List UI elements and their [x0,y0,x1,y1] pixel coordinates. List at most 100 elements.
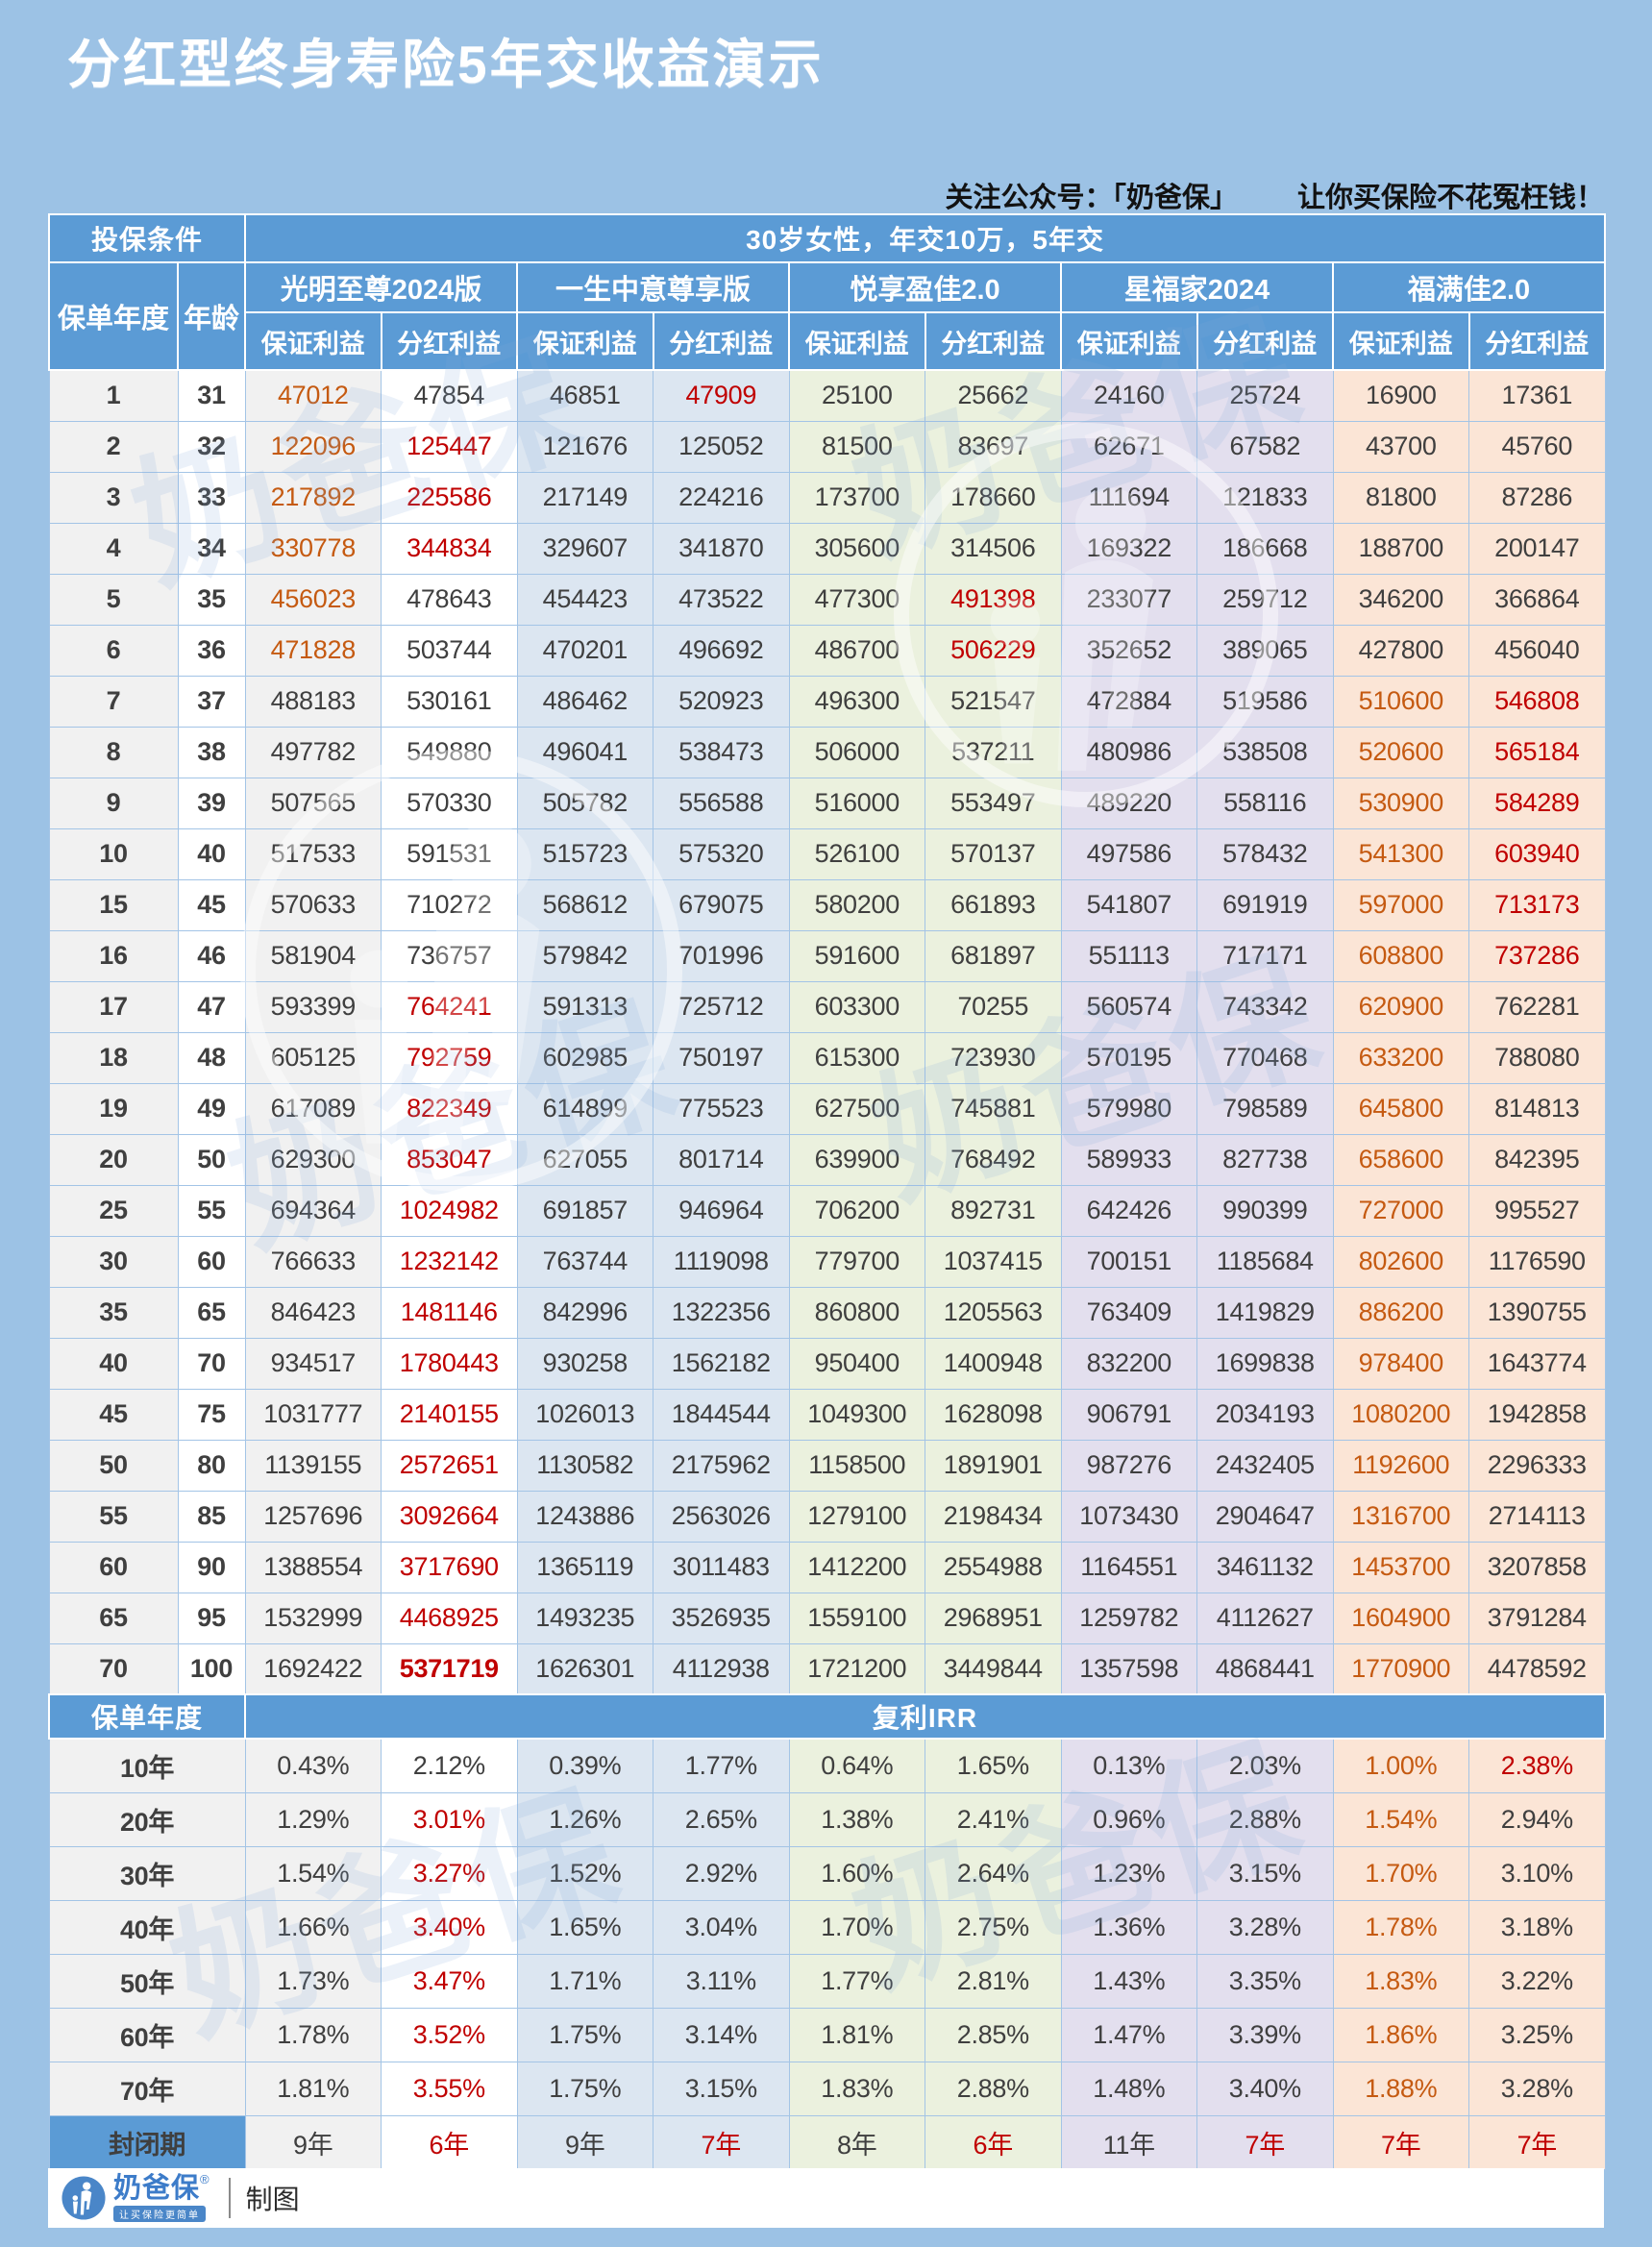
value-cell: 1365119 [516,1541,654,1593]
value-cell: 341870 [653,522,790,575]
age-cell: 39 [177,777,246,829]
product-header: 一生中意尊享版 [516,261,791,313]
value-cell: 762281 [1468,980,1606,1033]
value-cell: 1119098 [653,1235,790,1288]
irr-value-cell: 3.01% [381,1791,518,1847]
value-cell: 1559100 [788,1592,926,1644]
table-row: 40 70 934517 1780443 930258 1562182 950400 1400… [48,1337,1606,1390]
value-cell: 46851 [516,369,654,422]
policy-year-cell: 20 [48,1133,179,1186]
follow-note: 关注公众号：「奶爸保」 让你买保险不花冤枉钱！ [945,175,1604,215]
value-cell: 750197 [653,1031,790,1084]
value-cell: 700151 [1060,1235,1198,1288]
irr-value-cell: 1.38% [788,1791,926,1847]
value-cell: 1316700 [1332,1490,1470,1543]
benefit-table: 投保条件 30岁女性，年交10万，5年交 保单年度 年龄 光明至尊2024版 一生… [47,213,1607,2170]
value-cell: 24160 [1060,369,1198,422]
irr-value-cell: 2.12% [381,1738,518,1793]
value-cell: 615300 [788,1031,926,1084]
irr-value-cell: 1.86% [1332,2007,1470,2062]
value-cell: 1031777 [244,1388,382,1441]
value-cell: 2554988 [925,1541,1062,1593]
value-cell: 560574 [1060,980,1198,1033]
irr-value-cell: 0.39% [516,1738,654,1793]
table-row: 3 33 217892 225586 217149 224216 173700 178660 1… [48,471,1606,524]
value-cell: 517533 [244,827,382,880]
irr-year-cell: 60年 [48,2007,246,2062]
irr-value-cell: 3.11% [653,1953,790,2009]
value-cell: 1770900 [1332,1642,1470,1695]
table-row: 18 48 605125 792759 602985 750197 615300 723930… [48,1031,1606,1084]
follow-note-prefix: 关注公众号：「奶爸保」 [945,183,1238,213]
value-cell: 4112938 [653,1642,790,1695]
irr-year-cell: 30年 [48,1845,246,1901]
value-cell: 456040 [1468,624,1606,677]
value-cell: 486700 [788,624,926,677]
policy-year-cell: 7 [48,675,179,728]
value-cell: 1279100 [788,1490,926,1543]
value-cell: 520923 [653,675,790,728]
policy-year-cell: 65 [48,1592,179,1644]
value-cell: 620900 [1332,980,1470,1033]
sub-header: 保证利益 [788,311,926,371]
value-cell: 16900 [1332,369,1470,422]
irr-value-cell: 1.60% [788,1845,926,1901]
value-cell: 717171 [1196,929,1334,982]
value-cell: 200147 [1468,522,1606,575]
irr-value-cell: 3.47% [381,1953,518,2009]
irr-year-cell: 70年 [48,2061,246,2116]
irr-row: 10年 0.43% 2.12% 0.39% 1.77% 0.64% 1.65% 0.13% 2.… [48,1738,1606,1793]
value-cell: 723930 [925,1031,1062,1084]
irr-value-cell: 1.23% [1060,1845,1198,1901]
value-cell: 1205563 [925,1286,1062,1339]
value-cell: 2572651 [381,1439,518,1492]
policy-year-cell: 2 [48,420,179,473]
value-cell: 2140155 [381,1388,518,1441]
closed-period-row: 封闭期 9年 6年 9年 7年 8年 6年 11年 7年 7年 7年 [48,2114,1606,2170]
table-row: 8 38 497782 549880 496041 538473 506000 537211 4… [48,726,1606,778]
brand-block: 奶爸保 ® 让买保险更简单 [113,2171,210,2222]
value-cell: 506000 [788,726,926,778]
value-cell: 1357598 [1060,1642,1198,1695]
irr-value-cell: 3.39% [1196,2007,1334,2062]
value-cell: 1037415 [925,1235,1062,1288]
value-cell: 763744 [516,1235,654,1288]
value-cell: 801714 [653,1133,790,1186]
value-cell: 188700 [1332,522,1470,575]
irr-value-cell: 1.26% [516,1791,654,1847]
value-cell: 822349 [381,1082,518,1135]
closed-period-value: 8年 [788,2114,926,2170]
age-cell: 100 [177,1642,246,1695]
value-cell: 1481146 [381,1286,518,1339]
value-cell: 225586 [381,471,518,524]
page-title: 分红型终身寿险5年交收益演示 [67,35,825,94]
value-cell: 1243886 [516,1490,654,1543]
footer: 奶爸保 ® 让买保险更简单 制图 [48,2168,1604,2228]
irr-value-cell: 2.41% [925,1791,1062,1847]
value-cell: 4468925 [381,1592,518,1644]
value-cell: 538473 [653,726,790,778]
value-cell: 427800 [1332,624,1470,677]
value-cell: 2296333 [1468,1439,1606,1492]
irr-year-cell: 50年 [48,1953,246,2009]
closed-period-value: 11年 [1060,2114,1198,2170]
value-cell: 45760 [1468,420,1606,473]
value-cell: 661893 [925,878,1062,931]
value-cell: 3449844 [925,1642,1062,1695]
value-cell: 1158500 [788,1439,926,1492]
closed-period-value: 7年 [1332,2114,1470,2170]
policy-year-cell: 10 [48,827,179,880]
policy-year-cell: 16 [48,929,179,982]
irr-value-cell: 1.65% [925,1738,1062,1793]
value-cell: 526100 [788,827,926,880]
value-cell: 1192600 [1332,1439,1470,1492]
registered-mark: ® [200,2171,210,2186]
policy-year-cell: 25 [48,1184,179,1237]
value-cell: 67582 [1196,420,1334,473]
value-cell: 597000 [1332,878,1470,931]
value-cell: 580200 [788,878,926,931]
age-cell: 38 [177,726,246,778]
value-cell: 736757 [381,929,518,982]
value-cell: 470201 [516,624,654,677]
age-cell: 40 [177,827,246,880]
